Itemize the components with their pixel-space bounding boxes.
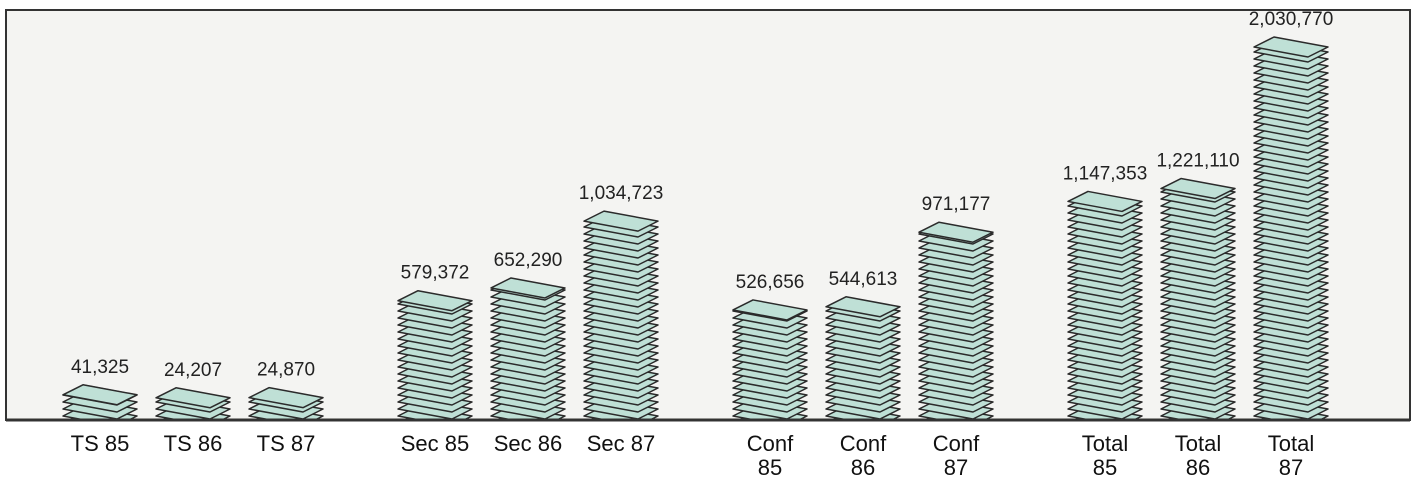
x-tick-label: Sec 87 <box>586 431 656 456</box>
x-tick-label: TS 87 <box>256 431 316 456</box>
paper-stack <box>1160 177 1236 420</box>
value-label: 41,325 <box>71 357 129 378</box>
value-label: 526,656 <box>736 272 805 293</box>
sheet <box>1067 190 1143 213</box>
paper-stack <box>248 386 324 420</box>
sheet <box>155 387 231 409</box>
sheet <box>918 221 994 243</box>
value-label: 1,034,723 <box>579 183 664 204</box>
value-label: 24,207 <box>164 360 222 381</box>
sheet <box>490 277 566 299</box>
paper-stack <box>732 299 808 420</box>
value-label: 1,147,353 <box>1063 163 1148 184</box>
paper-stack <box>583 210 659 420</box>
paper-stack <box>397 289 473 420</box>
x-tick-label: Sec 86 <box>493 431 563 456</box>
value-label: 2,030,770 <box>1249 9 1334 30</box>
x-tick-label: Conf 87 <box>932 431 980 480</box>
x-tick-label: Sec 85 <box>400 431 470 456</box>
sheet <box>1160 177 1236 200</box>
sheet <box>732 299 808 321</box>
x-tick-label: TS 85 <box>70 431 130 456</box>
paper-stack <box>490 277 566 420</box>
x-tick-label: TS 86 <box>163 431 223 456</box>
value-label: 544,613 <box>829 269 898 290</box>
paper-stack <box>825 296 901 420</box>
x-tick-label: Conf 86 <box>839 431 887 480</box>
value-label: 1,221,110 <box>1156 151 1239 172</box>
value-label: 24,870 <box>257 360 315 381</box>
x-tick-label: Total 87 <box>1267 431 1315 480</box>
value-label: 971,177 <box>922 194 991 215</box>
sheet <box>248 386 324 409</box>
value-label: 579,372 <box>401 263 470 284</box>
sheet <box>62 384 138 406</box>
sheet <box>397 289 473 312</box>
paper-stack <box>1253 36 1329 420</box>
paper-stack <box>62 384 138 420</box>
paper-stack <box>1067 190 1143 420</box>
x-tick-label: Conf 85 <box>746 431 794 480</box>
x-tick-label: Total 85 <box>1081 431 1129 480</box>
paper-stack <box>918 221 994 420</box>
sheet <box>583 210 659 232</box>
plot-area <box>62 36 1329 420</box>
value-label: 652,290 <box>494 250 563 271</box>
sheet <box>825 296 901 318</box>
x-tick-label: Total 86 <box>1174 431 1222 480</box>
sheet <box>1253 36 1329 58</box>
paper-stack <box>155 387 231 420</box>
